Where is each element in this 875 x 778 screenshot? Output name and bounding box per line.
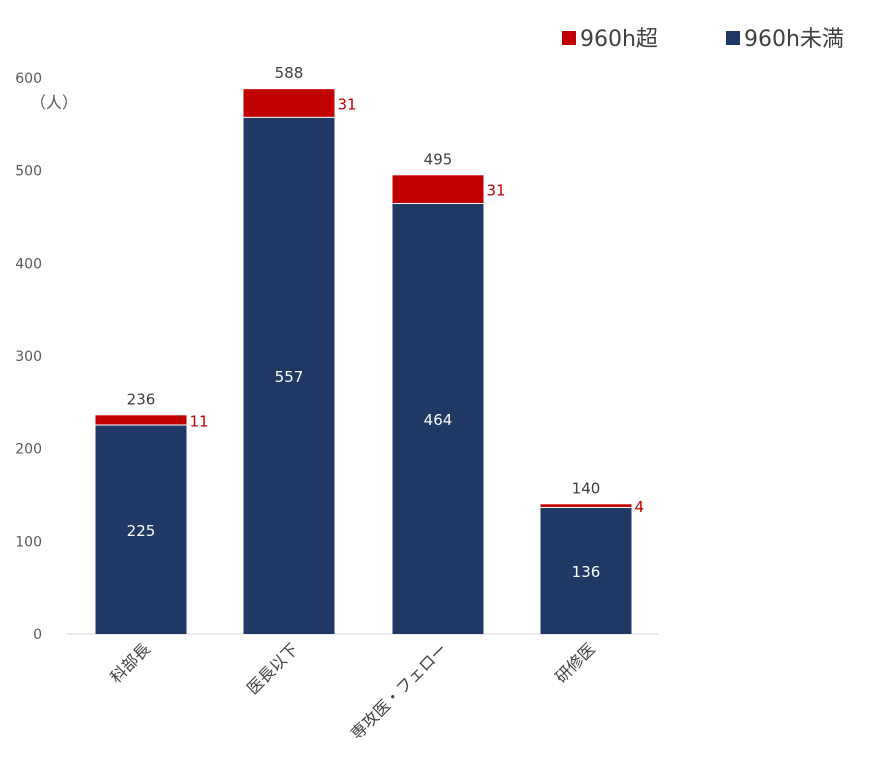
y-tick-label: 600	[15, 71, 42, 87]
under-960h-value-label: 225	[127, 522, 156, 540]
bar-segment-under-960h	[540, 507, 632, 634]
total-value-label: 588	[275, 64, 304, 82]
under-960h-value-label: 557	[275, 368, 304, 386]
y-tick-label: 100	[15, 534, 42, 550]
category-label: 医長以下	[243, 639, 302, 698]
category-labels: 科部長 医長以下 専攻医・フェロー 研修医	[106, 639, 598, 743]
over-960h-value-label: 31	[338, 95, 357, 113]
under-960h-value-label: 136	[572, 563, 601, 581]
bar-segment-over-960h	[392, 175, 484, 204]
bar-segment-over-960h	[540, 504, 632, 507]
category-label: 研修医	[551, 639, 598, 686]
bar-segment-over-960h	[243, 89, 335, 117]
y-tick-label: 0	[33, 627, 42, 643]
legend-label: 960h超	[580, 27, 658, 52]
y-tick-label: 400	[15, 256, 42, 272]
over-960h-value-label: 11	[190, 412, 209, 430]
bars	[95, 89, 632, 634]
legend: 960h超 960h未満	[562, 27, 844, 52]
bar-segment-over-960h	[95, 415, 187, 425]
y-axis-ticks: 0 100 200 300 400 500 600	[15, 71, 42, 643]
legend-swatch	[562, 31, 576, 45]
legend-swatch	[726, 31, 740, 45]
total-value-label: 495	[424, 150, 453, 168]
over-960h-value-label: 31	[487, 182, 506, 200]
category-label: 専攻医・フェロー	[347, 639, 451, 743]
category-label: 科部長	[106, 639, 153, 686]
under-960h-value-label: 464	[424, 411, 453, 429]
total-value-label: 236	[127, 390, 156, 408]
bar-segment-under-960h	[392, 204, 484, 634]
legend-label: 960h未満	[744, 27, 844, 52]
total-value-label: 140	[572, 479, 601, 497]
y-tick-label: 200	[15, 442, 42, 458]
y-tick-label: 300	[15, 349, 42, 365]
data-labels: 225 11 236 557 31 588 464 31 495 136 4 140	[127, 64, 644, 581]
bar-segment-under-960h	[243, 117, 335, 634]
y-axis-label: （人）	[30, 93, 78, 112]
y-tick-label: 500	[15, 164, 42, 180]
over-960h-value-label: 4	[635, 498, 645, 516]
bar-segment-under-960h	[95, 425, 187, 634]
